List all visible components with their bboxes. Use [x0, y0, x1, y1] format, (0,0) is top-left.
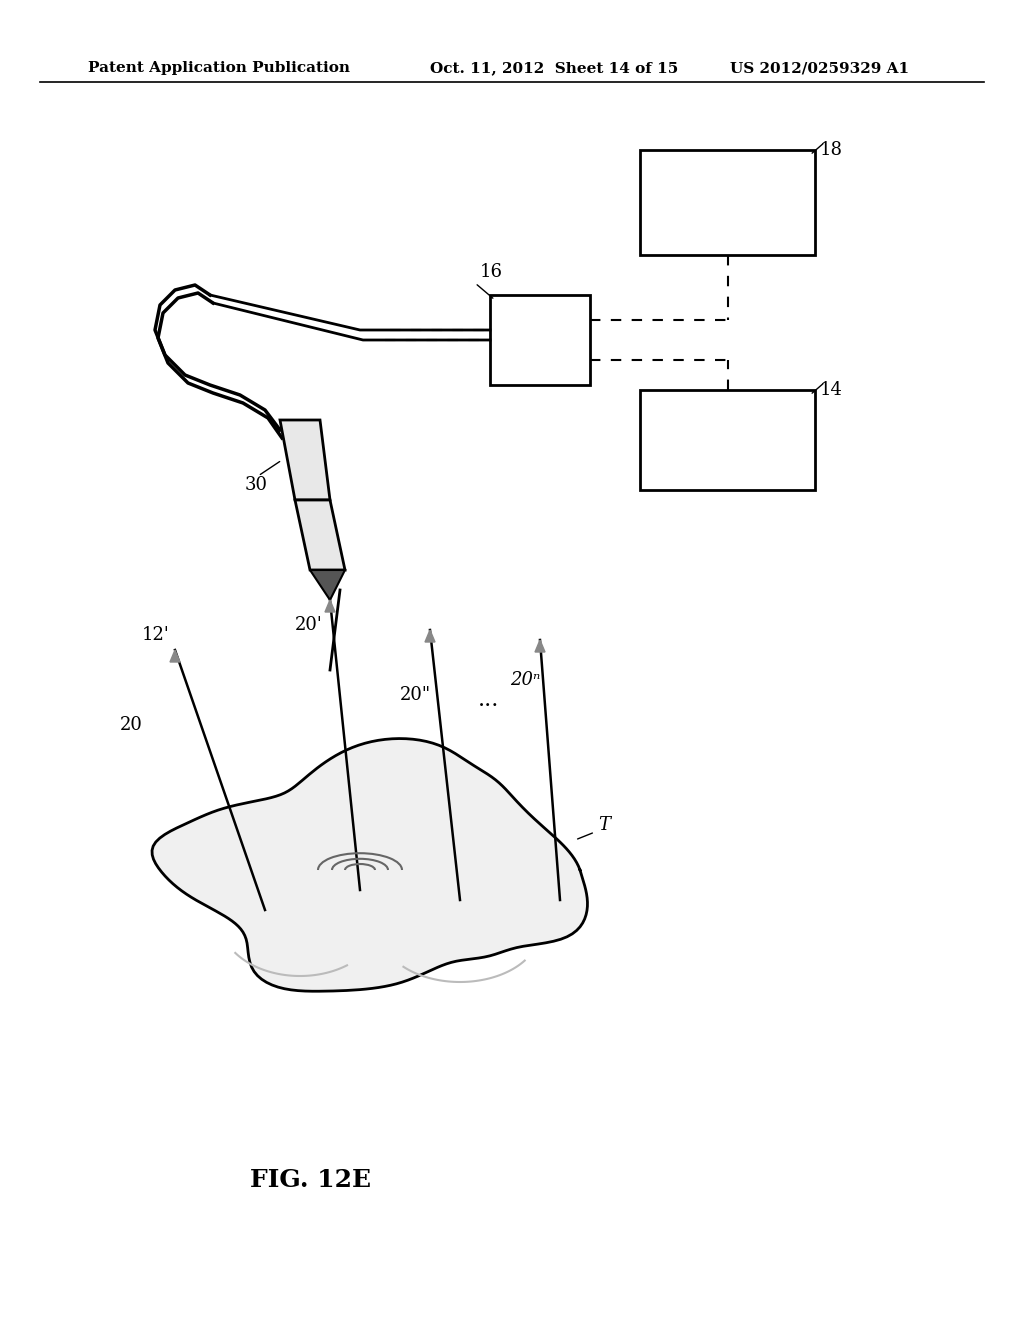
Polygon shape: [280, 420, 330, 500]
Text: 16: 16: [480, 263, 503, 281]
Bar: [490, 294, 590, 385]
Polygon shape: [535, 640, 545, 652]
Text: 12': 12': [142, 626, 170, 644]
Bar: [640, 389, 815, 490]
Polygon shape: [425, 630, 435, 642]
Text: US 2012/0259329 A1: US 2012/0259329 A1: [730, 61, 909, 75]
Text: 18: 18: [820, 141, 843, 158]
Polygon shape: [295, 500, 345, 570]
Text: 30: 30: [245, 477, 268, 494]
Text: Oct. 11, 2012  Sheet 14 of 15: Oct. 11, 2012 Sheet 14 of 15: [430, 61, 678, 75]
Polygon shape: [152, 739, 588, 991]
Polygon shape: [310, 570, 345, 601]
Text: T: T: [598, 816, 610, 834]
Text: 20': 20': [295, 616, 323, 634]
Text: 20: 20: [120, 715, 143, 734]
Text: ...: ...: [478, 689, 500, 711]
Polygon shape: [170, 649, 180, 663]
Text: 14: 14: [820, 381, 843, 399]
Text: 20": 20": [400, 686, 431, 704]
Text: 20ⁿ: 20ⁿ: [510, 671, 541, 689]
Bar: [640, 150, 815, 255]
Polygon shape: [325, 601, 335, 612]
Text: FIG. 12E: FIG. 12E: [250, 1168, 371, 1192]
Text: Patent Application Publication: Patent Application Publication: [88, 61, 350, 75]
